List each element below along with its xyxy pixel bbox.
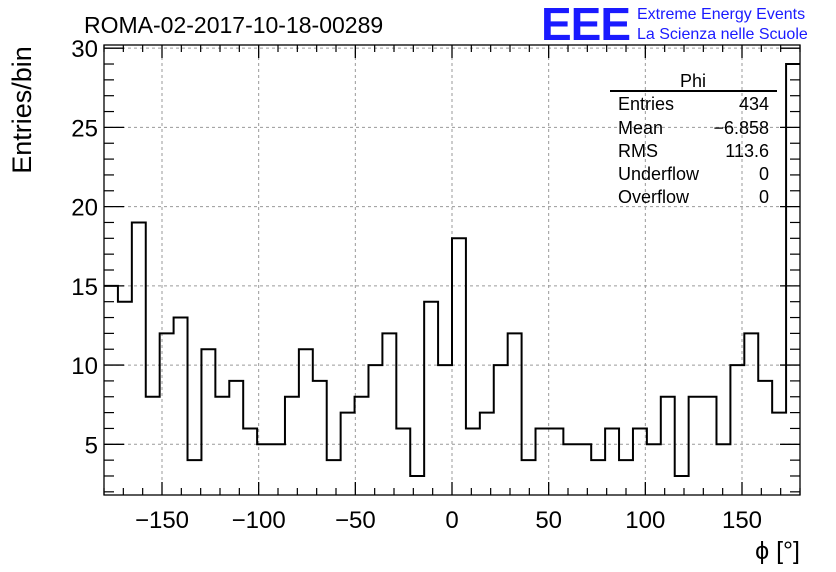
x-tick-label: 150 <box>722 507 762 534</box>
y-tick-label: 10 <box>71 353 98 380</box>
x-tick-label: 100 <box>625 507 665 534</box>
x-tick-label: −100 <box>232 507 286 534</box>
stats-label-overflow: Overflow <box>618 187 690 207</box>
run-title: ROMA-02-2017-10-18-00289 <box>84 12 383 38</box>
y-tick-label: 20 <box>71 195 98 222</box>
stats-value-mean: −6.858 <box>713 118 769 138</box>
y-tick-labels: 5 10 15 20 25 30 <box>71 36 98 459</box>
x-axis-label: ϕ [°] <box>755 537 800 565</box>
y-tick-label: 30 <box>71 36 98 63</box>
stats-value-underflow: 0 <box>759 164 769 184</box>
axis-ticks <box>103 45 801 495</box>
stats-label-entries: Entries <box>618 94 674 114</box>
y-tick-label: 15 <box>71 274 98 301</box>
histogram-line <box>104 63 800 477</box>
stats-box: Phi Entries 434 Mean −6.858 RMS 113.6 Un… <box>610 71 777 207</box>
stats-label-mean: Mean <box>618 118 663 138</box>
x-tick-label: 0 <box>445 507 458 534</box>
y-axis-label: Entries/bin <box>7 46 37 174</box>
logo-line-1: Extreme Energy Events <box>637 6 805 23</box>
stats-value-entries: 434 <box>739 94 769 114</box>
stats-title: Phi <box>680 71 706 91</box>
stats-value-overflow: 0 <box>759 187 769 207</box>
stats-label-rms: RMS <box>618 141 658 161</box>
x-tick-label: −150 <box>135 507 189 534</box>
x-tick-label: −50 <box>335 507 376 534</box>
x-tick-label: 50 <box>535 507 562 534</box>
stats-value-rms: 113.6 <box>725 141 769 161</box>
y-tick-label: 25 <box>71 115 98 142</box>
stats-label-underflow: Underflow <box>618 164 700 184</box>
y-tick-label: 5 <box>85 432 98 459</box>
eee-logo-text: EEE <box>541 0 630 50</box>
x-tick-labels: −150 −100 −50 0 50 100 150 <box>135 507 762 534</box>
logo-line-2: La Scienza nelle Scuole <box>637 26 808 43</box>
